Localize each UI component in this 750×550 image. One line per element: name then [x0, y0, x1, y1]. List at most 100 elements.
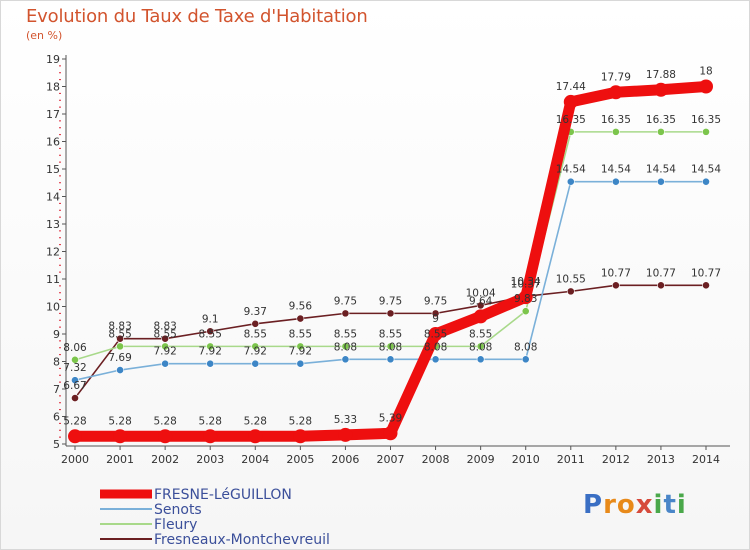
legend: FRESNE-LéGUILLONSenotsFleuryFresneaux-Mo…: [100, 487, 330, 548]
data-label-fresne-l-guillon: 5.28: [108, 415, 131, 427]
chart-title: Evolution du Taux de Taxe d'Habitation: [26, 6, 368, 27]
y-tick-label: 18: [46, 81, 60, 94]
data-label-fresne-l-guillon: 5.28: [153, 415, 176, 427]
logo-letter: r: [603, 490, 617, 520]
data-point-fresneaux-montchevreuil: [386, 309, 395, 318]
y-tick-label: 12: [46, 246, 60, 259]
data-label-fresneaux-montchevreuil: 10.55: [556, 273, 586, 285]
data-label-fleury: 9.83: [514, 293, 537, 305]
x-tick-label: 2007: [377, 453, 405, 466]
data-point-senots: [521, 355, 530, 364]
y-tick-label: 16: [46, 136, 60, 149]
y-tick-label: 10: [46, 301, 60, 314]
y-tick-label: 19: [46, 53, 60, 66]
x-tick-label: 2004: [241, 453, 269, 466]
data-point-fleury: [116, 342, 124, 351]
data-label-fresneaux-montchevreuil: 10.77: [646, 267, 676, 279]
data-point-senots: [386, 355, 395, 364]
y-tick-label: 17: [46, 108, 60, 121]
data-labels: 6.67 8.83 8.83 9.1 9.37 9.56 9.75 9.75 9.75 10.04…: [63, 66, 721, 428]
data-point-fleury: [206, 342, 215, 351]
data-label-fresneaux-montchevreuil: 10.04: [466, 287, 496, 299]
data-label-senots: 14.54: [556, 164, 586, 176]
y-tick-label: 13: [46, 218, 60, 231]
data-point-fleury: [296, 342, 305, 351]
data-label-fresne-l-guillon: 5.28: [244, 415, 267, 427]
data-label-fleury: 8.55: [289, 328, 312, 340]
data-point-senots: [657, 177, 665, 186]
x-tick-label: 2014: [692, 453, 720, 466]
data-label-senots: 8.08: [424, 341, 447, 353]
data-point-fresne-l-guillon: [653, 82, 668, 97]
data-point-fresne-l-guillon: [563, 94, 578, 109]
x-tick-label: 2002: [151, 453, 179, 466]
data-point-fresneaux-montchevreuil: [657, 281, 665, 290]
logo-letter: i: [653, 490, 664, 520]
data-point-senots: [431, 355, 440, 364]
data-point-senots: [566, 177, 575, 186]
y-tick-label: 8: [53, 356, 60, 369]
data-label-fresne-l-guillon: 17.44: [556, 81, 586, 93]
legend-label: Fleury: [154, 517, 197, 533]
axes: 5 6 7 8 9 10 11 12 13 14 15 16 17 18 19 2000 2001 2002 200…: [46, 53, 730, 466]
data-label-fleury: 8.55: [334, 328, 357, 340]
data-label-fleury: 8.55: [199, 328, 222, 340]
data-label-senots: 14.54: [691, 164, 721, 176]
data-point-fleury: [71, 355, 79, 364]
logo-letter: x: [635, 490, 654, 520]
data-point-fresne-l-guillon: [293, 429, 308, 444]
data-label-fleury: 8.55: [424, 328, 447, 340]
y-tick-label: 14: [46, 191, 60, 204]
x-tick-label: 2012: [602, 453, 630, 466]
data-label-senots: 8.08: [334, 341, 357, 353]
data-point-fleury: [386, 342, 395, 351]
data-label-senots: 7.92: [289, 346, 312, 358]
data-point-fresneaux-montchevreuil: [296, 314, 305, 323]
logo-letter: i: [676, 490, 687, 520]
data-point-fresne-l-guillon: [158, 429, 173, 444]
data-point-fresne-l-guillon: [699, 79, 713, 94]
data-point-senots: [341, 355, 350, 364]
y-tick-label: 11: [46, 273, 60, 286]
data-point-senots: [116, 366, 124, 374]
legend-label: Fresneaux-Montchevreuil: [154, 532, 330, 548]
data-point-senots: [611, 177, 620, 186]
y-tick-label: 6: [53, 411, 60, 424]
data-label-fleury: 16.35: [691, 114, 721, 126]
data-point-fresneaux-montchevreuil: [476, 301, 485, 310]
data-label-fresne-l-guillon: 17.79: [601, 71, 631, 83]
data-label-fresneaux-montchevreuil: 6.67: [63, 380, 86, 392]
x-tick-label: 2006: [331, 453, 359, 466]
data-point-fresneaux-montchevreuil: [251, 319, 260, 328]
data-label-fresne-l-guillon: 9.64: [469, 295, 493, 307]
data-label-fresneaux-montchevreuil: 9.1: [202, 313, 219, 325]
data-label-fleury: 16.35: [556, 114, 586, 126]
data-label-fresneaux-montchevreuil: 10.77: [601, 267, 631, 279]
data-label-fresneaux-montchevreuil: 10.77: [691, 267, 721, 279]
data-label-fresne-l-guillon: 5.28: [199, 415, 222, 427]
data-label-fleury: 8.55: [153, 328, 176, 340]
x-tick-label: 2003: [196, 453, 224, 466]
data-label-fleury: 16.35: [646, 114, 676, 126]
data-label-fresne-l-guillon: 9: [432, 313, 439, 325]
legend-label: FRESNE-LéGUILLON: [154, 487, 292, 503]
data-point-fresne-l-guillon: [203, 429, 218, 444]
data-label-fleury: 16.35: [601, 114, 631, 126]
data-point-senots: [251, 359, 260, 368]
data-point-fleury: [341, 342, 350, 351]
data-label-fleury: 8.55: [244, 328, 267, 340]
data-point-fleury: [521, 307, 530, 316]
data-label-fresneaux-montchevreuil: 8.83: [108, 321, 131, 333]
data-point-fleury: [657, 127, 665, 136]
series-group: [68, 79, 713, 444]
data-label-fresne-l-guillon: 10.34: [511, 276, 541, 288]
proxiti-logo: Proxiti: [583, 490, 687, 520]
series-line-fresne-l-guillon: [69, 81, 712, 442]
data-label-fresne-l-guillon: 5.28: [63, 415, 86, 427]
y-tick-label: 9: [53, 328, 60, 341]
data-point-fleury: [251, 342, 260, 351]
data-point-fleury: [161, 342, 170, 351]
data-point-fresne-l-guillon: [338, 427, 353, 442]
data-label-fresneaux-montchevreuil: 9.75: [379, 295, 402, 307]
